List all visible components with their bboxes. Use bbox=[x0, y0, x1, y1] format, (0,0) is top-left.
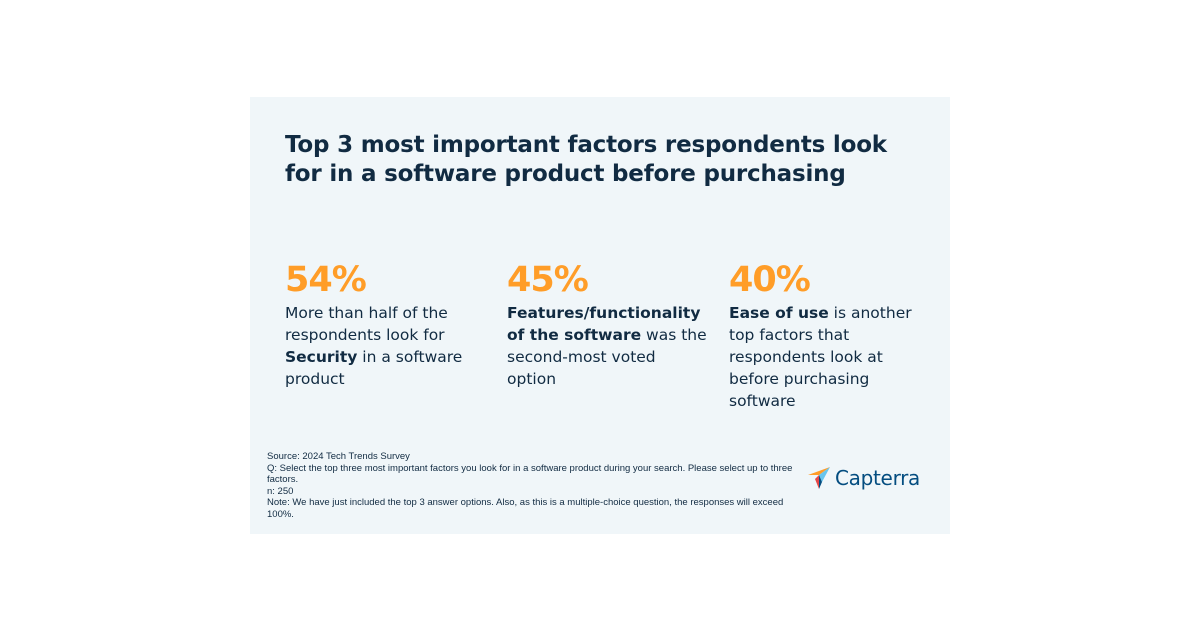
stat-text: in a software product bbox=[285, 348, 463, 388]
stat-highlight-text: Features/functionality of the software bbox=[507, 304, 701, 344]
stat-highlight-text: Ease of use bbox=[729, 304, 829, 322]
stat-ease-of-use: 40% Ease of use is another top factors t… bbox=[729, 260, 929, 412]
stat-text: More than half of the respondents look f… bbox=[285, 304, 448, 344]
chart-title: Top 3 most important factors respondents… bbox=[285, 132, 887, 187]
stat-description: Features/functionality of the software w… bbox=[507, 302, 707, 390]
stat-security: 54% More than half of the respondents lo… bbox=[285, 260, 485, 390]
stats-row: 54% More than half of the respondents lo… bbox=[285, 260, 945, 410]
stat-value: 45% bbox=[507, 260, 589, 300]
sample-size-note: n: 250 bbox=[267, 485, 294, 497]
question-note: Q: Select the top three most important f… bbox=[267, 462, 793, 486]
stat-highlight-text: Security bbox=[285, 348, 358, 366]
capterra-arrow-icon bbox=[808, 467, 830, 489]
stat-text: was the second-most voted option bbox=[507, 326, 707, 388]
infographic-card: Top 3 most important factors respondents… bbox=[250, 97, 950, 534]
capterra-logo: Capterra bbox=[807, 465, 920, 491]
stat-description: Ease of use is another top factors that … bbox=[729, 302, 929, 412]
source-note: Source: 2024 Tech Trends Survey bbox=[267, 451, 410, 462]
footnotes: Source: 2024 Tech Trends Survey Q: Selec… bbox=[267, 451, 807, 520]
disclaimer-note: Note: We have just included the top 3 an… bbox=[267, 497, 784, 520]
stat-value: 40% bbox=[729, 260, 811, 300]
stat-features: 45% Features/functionality of the softwa… bbox=[507, 260, 707, 390]
stat-value: 54% bbox=[285, 260, 367, 300]
stat-text: is another top factors that respondents … bbox=[729, 304, 912, 410]
stat-description: More than half of the respondents look f… bbox=[285, 302, 485, 390]
logo-wordmark: Capterra bbox=[835, 466, 921, 490]
